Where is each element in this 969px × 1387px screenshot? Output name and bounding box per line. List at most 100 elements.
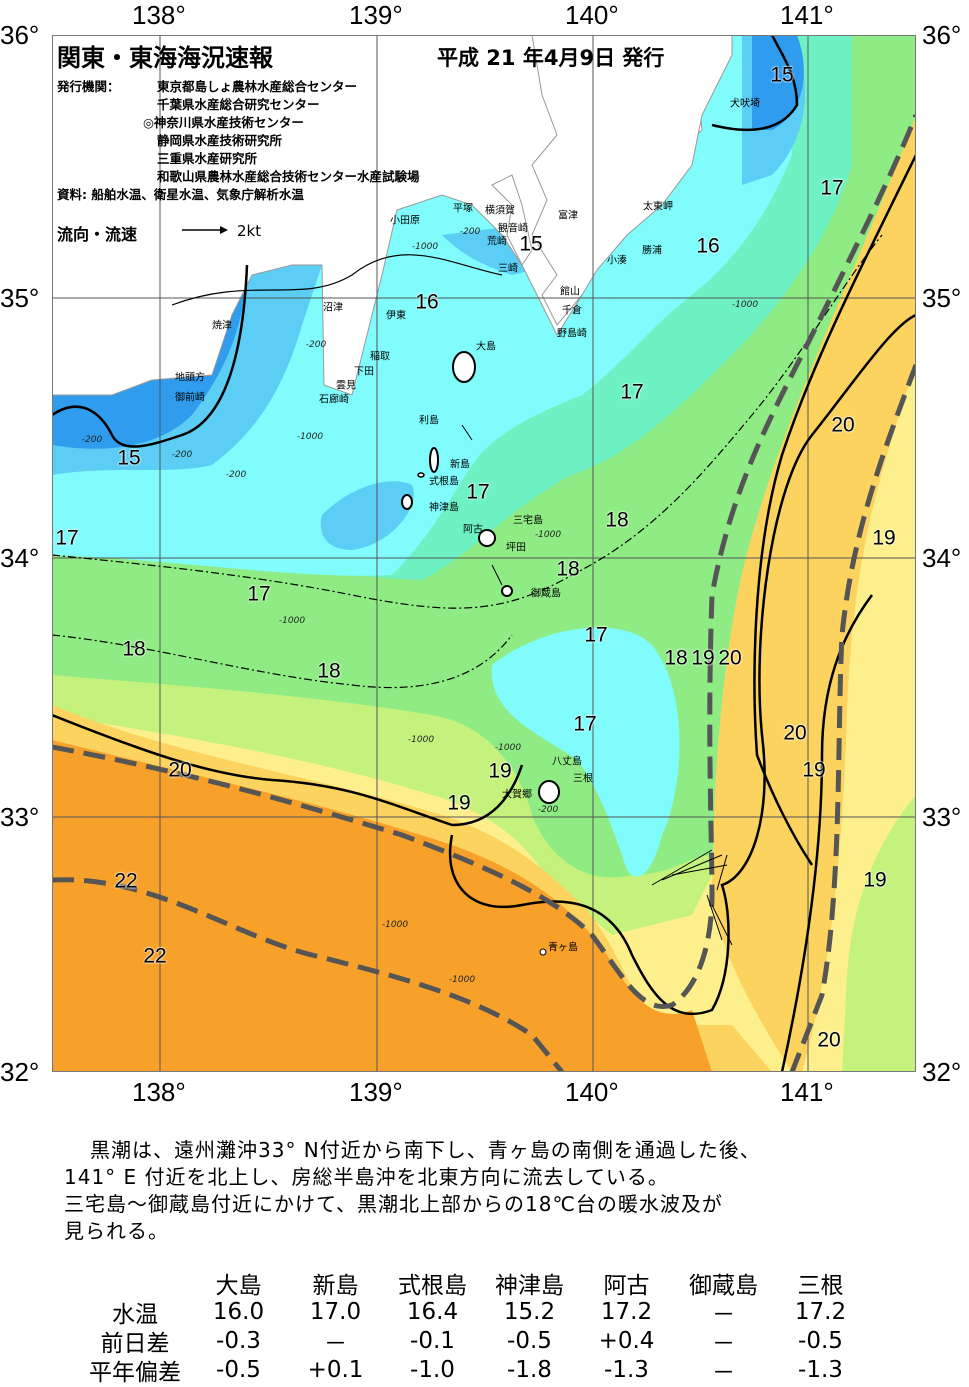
place-label: 小湊 — [607, 255, 627, 267]
place-label: 焼津 — [212, 320, 232, 332]
lat-label-34-left: 34° — [0, 543, 40, 573]
place-label: 青ヶ島 — [548, 942, 578, 954]
place-label: 御蔵島 — [531, 588, 561, 600]
isotherm-label: 17 — [466, 480, 490, 504]
place-label: 御前崎 — [175, 392, 205, 404]
table-cell: 17.0 — [309, 1298, 362, 1325]
land-miura — [491, 174, 533, 266]
column-header: 新島 — [312, 1272, 359, 1299]
current-legend-speed: 2kt — [237, 222, 262, 240]
isotherm-label: 15 — [770, 63, 794, 87]
isotherm-label: 19 — [802, 758, 826, 782]
table-row: 水温 16.0 17.0 16.4 15.2 17.2 － 17.2 — [80, 1297, 869, 1328]
island-kozushima — [401, 494, 413, 510]
isotherm-label: 18 — [556, 557, 580, 581]
table-cell: － — [712, 1301, 735, 1328]
summary-line: 三宅島～御蔵島付近にかけて、黒潮北上部からの18℃台の暖水波及が — [64, 1192, 723, 1216]
current-vectors — [461, 424, 733, 946]
place-label: 地頭方 — [175, 372, 205, 384]
depth-contour-label: -200 — [459, 227, 481, 237]
current-legend-label: 流向・流速 — [57, 225, 138, 244]
column-header: 御蔵島 — [689, 1272, 758, 1299]
zone-orange — [52, 740, 712, 1072]
table-cell: 17.2 — [794, 1298, 847, 1325]
map-frame — [52, 35, 916, 1072]
lon-label-141-bottom: 141° — [780, 1077, 834, 1107]
place-label: 横須賀 — [485, 205, 515, 217]
summary-line: 141° E 付近を北上し、房総半島沖を北東方向に流去している。 — [64, 1165, 669, 1189]
place-label: 千倉 — [562, 305, 582, 317]
place-label: 伊東 — [386, 310, 406, 322]
depth-contour-label: -1000 — [296, 432, 324, 442]
island-oshima — [452, 351, 476, 383]
depth-contour-label: -1000 — [494, 743, 522, 753]
place-label: 利島 — [419, 415, 439, 427]
issue-date: 平成 21 年4月9日 発行 — [437, 46, 665, 70]
island-mikurajima — [501, 585, 513, 597]
lon-label-139-top: 139° — [349, 0, 403, 30]
row-label: 前日差 — [100, 1330, 170, 1357]
sea-temperature-map — [52, 35, 916, 1072]
depth-contour-label: -200 — [537, 805, 559, 815]
issuer: 静岡県水産技術研究所 — [157, 133, 283, 148]
place-label: 阿古 — [463, 524, 483, 536]
depth-contour-label: -200 — [305, 340, 327, 350]
place-label: 富津 — [558, 210, 578, 222]
issuers-label: 発行機関： — [57, 79, 120, 94]
place-label: 下田 — [354, 366, 374, 378]
lat-label-34-right: 34° — [922, 543, 962, 573]
place-label: 館山 — [560, 286, 580, 298]
island-niijima — [429, 447, 439, 473]
depth-contour-label: -1000 — [278, 616, 306, 626]
place-label: 荒崎 — [487, 236, 507, 248]
lat-label-35-left: 35° — [0, 283, 40, 313]
zone-blue-north — [752, 35, 804, 130]
depth-contour-label: -200 — [225, 470, 247, 480]
isotherm-label: 17 — [573, 712, 597, 736]
isotherm-label: 16 — [415, 290, 439, 314]
isotherm-label: 17 — [584, 623, 608, 647]
place-label: 犬吠埼 — [730, 98, 760, 110]
place-label: 三崎 — [498, 263, 518, 275]
isotherm-label: 19 — [872, 526, 896, 550]
table-cell: -0.5 — [507, 1327, 552, 1354]
isotherm-label: 18 — [122, 637, 146, 661]
place-label: 雲見 — [336, 380, 356, 392]
issuer: 三重県水産研究所 — [157, 151, 258, 166]
land-boso — [531, 35, 733, 326]
table-cell: -1.3 — [604, 1356, 649, 1383]
isotherm-label: 17 — [247, 582, 271, 606]
row-label: 水温 — [112, 1301, 158, 1328]
depth-contour-label: -1000 — [411, 242, 439, 252]
place-label: 式根島 — [429, 476, 459, 488]
lon-label-140-bottom: 140° — [565, 1077, 619, 1107]
depth-contour-label: -1000 — [731, 300, 759, 310]
lat-label-36-left: 36° — [0, 20, 40, 50]
kuroshio-axis — [52, 114, 916, 1072]
depth-contour-label: -1000 — [407, 735, 435, 745]
table-cell: -0.5 — [798, 1327, 843, 1354]
isotherm-label: 18 — [605, 508, 629, 532]
isotherm-label: 22 — [114, 869, 138, 893]
depth-contour-label: -200 — [81, 435, 103, 445]
issuer: 東京都島しょ農林水産総合センター — [157, 79, 358, 94]
current-legend-arrow-icon — [182, 226, 228, 234]
lon-label-141-top: 141° — [780, 0, 834, 30]
place-label: 新島 — [450, 459, 470, 471]
isotherm-label: 19 — [691, 646, 715, 670]
lat-label-36-right: 36° — [922, 20, 962, 50]
isotherm-label: 20 — [168, 758, 192, 782]
table-cell: -1.3 — [798, 1356, 843, 1383]
page-title: 関東・東海海況速報 — [57, 44, 273, 72]
table-cell: 17.2 — [600, 1298, 653, 1325]
table-cell: -0.1 — [410, 1327, 455, 1354]
island-miyakejima — [478, 529, 496, 547]
table-row: 前日差 -0.3 － -0.1 -0.5 +0.4 － -0.5 — [80, 1326, 869, 1357]
place-label: 神津島 — [429, 502, 459, 514]
isotherm-label: 18 — [317, 659, 341, 683]
lat-label-32-right: 32° — [922, 1057, 962, 1087]
depth-contour-label: -1000 — [448, 975, 476, 985]
place-label: 三宅島 — [513, 515, 543, 527]
issuer: 和歌山県農林水産総合技術センター水産試験場 — [157, 169, 420, 184]
column-header: 大島 — [215, 1272, 262, 1299]
